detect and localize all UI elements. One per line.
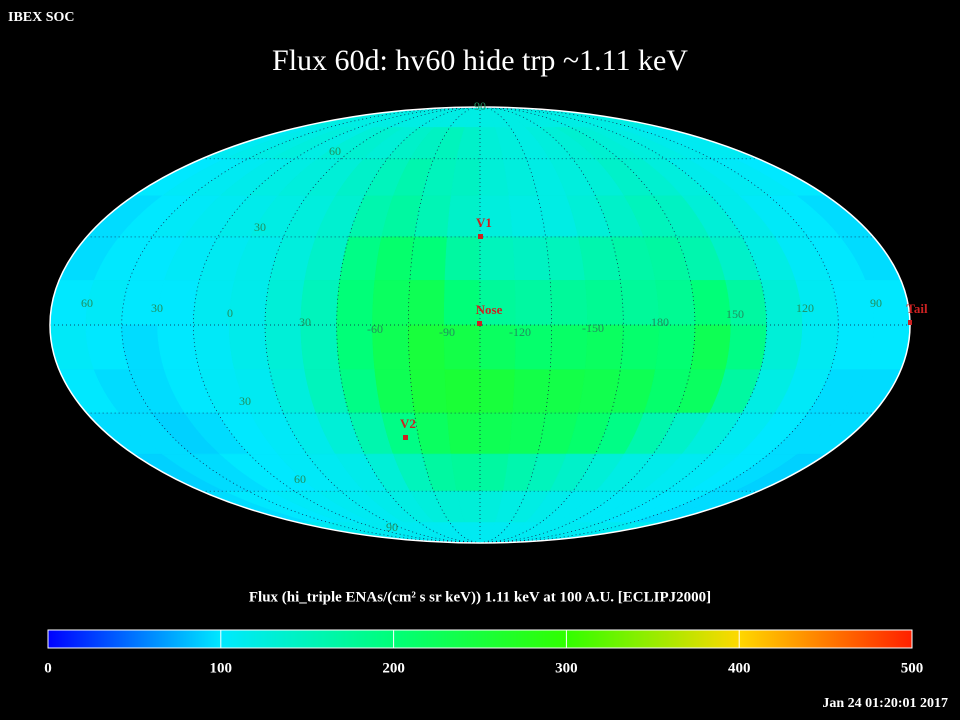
marker [403,435,408,440]
map-cell [444,236,481,281]
source: IBEX SOC [8,10,75,25]
map-cell [514,280,552,326]
lon-label: 90 [870,296,882,310]
map-cell [655,324,696,370]
map-cell [264,324,305,370]
map-cell [512,236,551,281]
marker-label: Tail [906,301,928,316]
lon-label: 180 [651,315,669,329]
marker-label: Nose [476,302,503,317]
colorbar-tick-label: 400 [728,660,751,676]
graticule-labels: 60 30 0 30 -60 -90 -120 -150 180 150 120… [81,99,882,534]
colorbar-ticks: 0 100 200 300 400 500 [44,630,923,676]
map-cell [479,369,516,414]
colorbar-tick-label: 0 [44,660,52,676]
map-cell [374,369,415,414]
marker-label: V1 [476,215,492,230]
map-cell [409,236,448,281]
map-cell [545,236,586,281]
lon-label: -90 [439,325,455,339]
sky-map [50,107,910,543]
marker [477,321,482,326]
lat-label: 60 [294,472,306,486]
lat-label: 90 [386,520,398,534]
colorbar-tick-label: 200 [382,660,405,676]
colorbar-label: Flux (hi_triple ENAs/(cm² s sr keV)) 1.1… [249,589,711,605]
lon-label: 60 [81,296,93,310]
lon-label: 120 [796,301,814,315]
map-cell [584,280,624,326]
lon-label: -120 [509,325,531,339]
colorbar-tick-label: 100 [210,660,233,676]
map-cell [444,369,481,414]
map-cell [545,369,586,414]
timestamp: Jan 24 01:20:01 2017 [822,696,948,711]
lat-label: 60 [329,144,341,158]
colorbar-tick-label: 500 [901,660,924,676]
map-cell [409,369,448,414]
lon-label: 150 [726,307,744,321]
map-cell [446,412,481,455]
map-cell [619,324,660,370]
lon-label: 30 [151,301,163,315]
map-cell [193,324,235,370]
lon-label: 30 [299,315,311,329]
map-cell [228,280,270,326]
lon-label: 0 [227,306,233,320]
map-cell [372,280,411,326]
map-cell [690,324,732,370]
title: Flux 60d: hv60 hide trp ~1.11 keV [272,44,688,77]
map-cell [408,280,446,326]
lat-label: 30 [254,220,266,234]
map-cell [512,369,551,414]
meridian [264,106,481,544]
colorbar-tick-label: 300 [555,660,578,676]
marker [478,234,483,239]
map-cell [336,280,376,326]
map-cell [549,280,588,326]
map-cell [690,280,732,326]
colorbar [47,629,913,649]
map-cell [374,236,415,281]
lon-label: -150 [582,321,604,335]
map-cell [479,412,514,455]
lat-label: 90 [474,99,486,113]
lat-label: 30 [239,394,251,408]
map-cell [760,324,803,370]
map-cell [865,280,910,326]
marker-label: V2 [400,416,416,431]
map-cell [795,324,839,370]
map-cell [228,324,270,370]
markers: V1 Nose V2 Tail [400,215,928,440]
map-cell [443,280,481,326]
map-cell [725,324,767,370]
map-cell [157,324,200,370]
marker [908,320,912,325]
graticule [50,106,910,544]
map-cell [479,236,516,281]
lon-label: -60 [367,322,383,336]
map-cell [300,324,341,370]
map-cell [157,280,200,326]
